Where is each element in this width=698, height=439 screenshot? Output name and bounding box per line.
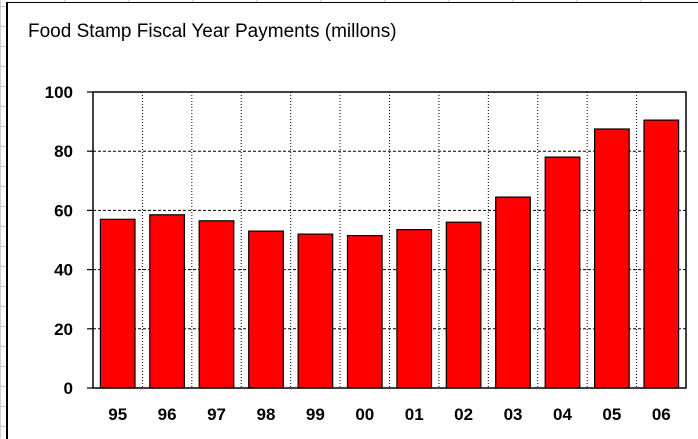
chart-panel[interactable]: Food Stamp Fiscal Year Payments (millons… [6, 2, 698, 439]
plot-frame [92, 91, 687, 389]
bar [544, 156, 581, 389]
x-tick-label: 96 [158, 405, 177, 424]
bar [396, 229, 433, 389]
x-tick-label: 97 [207, 405, 226, 424]
bar [346, 235, 383, 389]
bar [495, 196, 531, 389]
y-tick-label: 80 [54, 142, 73, 161]
x-tick-label: 01 [405, 405, 424, 424]
bar [445, 221, 482, 389]
bar-chart: 0 20 40 60 80 100 95 96 97 98 99 00 01 02 03 04 05 06 [45, 83, 687, 424]
bar [99, 218, 136, 389]
bar [593, 128, 630, 389]
x-tick-label: 04 [553, 405, 572, 424]
x-tick-label: 03 [504, 405, 523, 424]
y-tick-label: 100 [45, 83, 73, 102]
x-tick-label: 05 [602, 405, 621, 424]
x-tick-label: 95 [108, 405, 127, 424]
bar [149, 214, 186, 389]
y-tick-label: 60 [54, 201, 73, 220]
chart-title: Food Stamp Fiscal Year Payments (millons… [28, 21, 397, 42]
x-tick-label: 99 [306, 405, 325, 424]
x-tick-label: 98 [256, 405, 275, 424]
y-tick-label: 20 [54, 320, 73, 339]
y-tick-label: 40 [54, 261, 73, 280]
x-tick-label: 06 [652, 405, 671, 424]
x-tick-label: 00 [355, 405, 374, 424]
bar [297, 233, 334, 389]
bar [198, 220, 235, 389]
bar [248, 230, 284, 389]
x-tick-label: 02 [454, 405, 473, 424]
y-tick-label: 0 [64, 379, 73, 398]
bar [643, 119, 680, 389]
